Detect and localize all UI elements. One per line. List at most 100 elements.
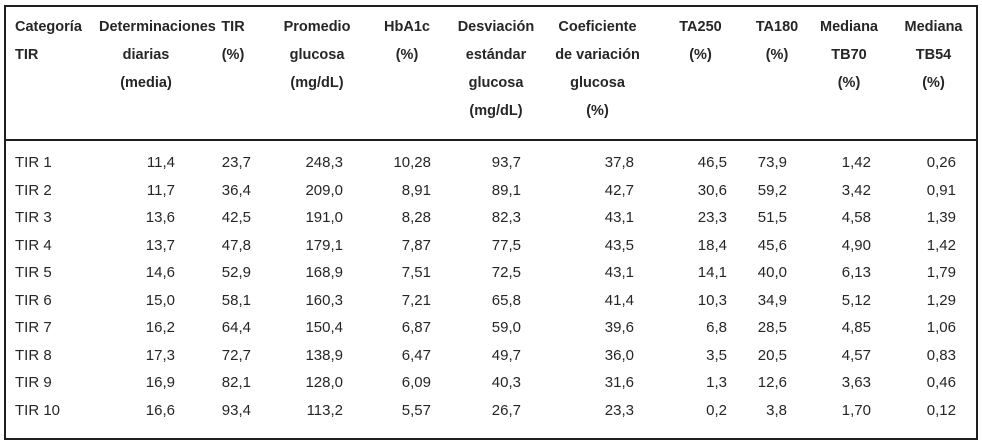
- table-row: TIR 10 16,6 93,4 113,2 5,57 26,7 23,3 0,2 3,8 1,7…: [5, 397, 977, 440]
- column-header-mediana-tb70: Mediana TB70 (%): [819, 19, 878, 91]
- row-category-label: TIR 5: [15, 264, 52, 281]
- row-category-label: TIR 8: [15, 346, 52, 364]
- table-row: TIR 1 11,4 23,7 248,3 10,28 93,7 37,8 46,5 73,9 1…: [5, 140, 977, 177]
- row-category-label: TIR 2: [15, 181, 52, 199]
- cell-mediana-tb54: 0,12: [926, 401, 956, 419]
- column-header-tir-pct: TIR (%): [221, 19, 245, 63]
- cell-desviacion-estandar: 26,7: [491, 401, 521, 419]
- cell-determinaciones-diarias: 14,6: [145, 264, 175, 281]
- cell-mediana-tb70: 5,12: [841, 291, 871, 309]
- cell-determinaciones-diarias: 17,3: [145, 346, 175, 364]
- cell-ta180: 73,9: [757, 154, 787, 171]
- cell-determinaciones-diarias: 11,4: [146, 154, 175, 171]
- cell-desviacion-estandar: 59,0: [491, 319, 521, 336]
- cell-determinaciones-diarias: 11,7: [146, 181, 175, 199]
- cell-tir-pct: 36,4: [221, 181, 251, 199]
- cell-promedio-glucosa: 191,0: [305, 209, 343, 226]
- cell-tir-pct: 58,1: [221, 291, 251, 309]
- cell-tir-pct: 23,7: [221, 154, 251, 171]
- cell-ta180: 51,5: [757, 209, 787, 226]
- cell-hba1c: 10,28: [393, 154, 431, 171]
- cell-ta250: 3,5: [706, 346, 727, 364]
- cell-tir-pct: 52,9: [221, 264, 251, 281]
- cell-ta250: 46,5: [697, 154, 727, 171]
- cell-mediana-tb54: 0,83: [926, 346, 956, 364]
- cell-desviacion-estandar: 72,5: [491, 264, 521, 281]
- cell-mediana-tb54: 0,26: [926, 154, 956, 171]
- cell-mediana-tb54: 1,39: [926, 209, 956, 226]
- column-header-ta180: TA180 (%): [755, 19, 799, 63]
- cell-ta250: 0,2: [706, 401, 727, 419]
- cell-coeficiente-variacion: 43,5: [604, 236, 634, 254]
- cell-hba1c: 8,28: [401, 209, 431, 226]
- cell-ta180: 3,8: [766, 401, 787, 419]
- cell-determinaciones-diarias: 16,6: [145, 401, 175, 419]
- cell-promedio-glucosa: 160,3: [305, 291, 343, 309]
- cell-promedio-glucosa: 168,9: [305, 264, 343, 281]
- cell-ta180: 59,2: [757, 181, 787, 199]
- cell-coeficiente-variacion: 43,1: [604, 209, 634, 226]
- column-header-ta250: TA250 (%): [679, 19, 722, 63]
- cell-coeficiente-variacion: 31,6: [604, 374, 634, 391]
- cell-promedio-glucosa: 138,9: [305, 346, 343, 364]
- table-header-row: Categoría TIR Determinaciones diarias (media…: [5, 6, 977, 140]
- row-category-label: TIR 1: [15, 154, 52, 171]
- table-row: TIR 6 15,0 58,1 160,3 7,21 65,8 41,4 10,3 34,9 5,…: [5, 287, 977, 315]
- cell-tir-pct: 64,4: [221, 319, 251, 336]
- table-row: TIR 9 16,9 82,1 128,0 6,09 40,3 31,6 1,3 12,6 3,6…: [5, 369, 977, 397]
- cell-mediana-tb54: 1,06: [926, 319, 956, 336]
- cell-hba1c: 5,57: [401, 401, 431, 419]
- cell-desviacion-estandar: 93,7: [491, 154, 521, 171]
- cell-desviacion-estandar: 40,3: [491, 374, 521, 391]
- cell-hba1c: 8,91: [401, 181, 431, 199]
- cell-desviacion-estandar: 49,7: [491, 346, 521, 364]
- row-category-label: TIR 10: [15, 401, 61, 419]
- cell-promedio-glucosa: 128,0: [305, 374, 343, 391]
- cell-coeficiente-variacion: 43,1: [604, 264, 634, 281]
- column-header-promedio-glucosa: Promedio glucosa (mg/dL): [283, 19, 351, 91]
- column-header-determinaciones-diarias: Determinaciones diarias (media): [99, 19, 216, 91]
- cell-promedio-glucosa: 113,2: [306, 401, 343, 419]
- table-row: TIR 4 13,7 47,8 179,1 7,87 77,5 43,5 18,4 45,6 4,…: [5, 232, 977, 260]
- cell-mediana-tb70: 4,90: [841, 236, 871, 254]
- column-header-hba1c: HbA1c (%): [384, 19, 430, 63]
- cell-desviacion-estandar: 65,8: [491, 291, 521, 309]
- cell-tir-pct: 42,5: [221, 209, 251, 226]
- cell-mediana-tb54: 1,42: [926, 236, 956, 254]
- cell-tir-pct: 47,8: [221, 236, 251, 254]
- cell-coeficiente-variacion: 42,7: [604, 181, 634, 199]
- cell-tir-pct: 93,4: [221, 401, 251, 419]
- cell-hba1c: 6,09: [401, 374, 431, 391]
- cell-mediana-tb54: 1,79: [926, 264, 956, 281]
- column-header-coeficiente-variacion: Coeficiente de variación glucosa (%): [555, 19, 640, 119]
- table-header: Categoría TIR Determinaciones diarias (media…: [5, 6, 977, 140]
- cell-hba1c: 6,87: [401, 319, 431, 336]
- table-body: TIR 1 11,4 23,7 248,3 10,28 93,7 37,8 46,5 73,9 1…: [5, 140, 977, 439]
- cell-ta180: 34,9: [757, 291, 787, 309]
- cell-promedio-glucosa: 179,1: [305, 236, 343, 254]
- cell-ta250: 1,3: [706, 374, 727, 391]
- cell-determinaciones-diarias: 13,7: [145, 236, 175, 254]
- cell-mediana-tb54: 0,46: [926, 374, 956, 391]
- cell-determinaciones-diarias: 15,0: [145, 291, 175, 309]
- cell-mediana-tb70: 4,57: [841, 346, 871, 364]
- cell-coeficiente-variacion: 41,4: [604, 291, 634, 309]
- cell-coeficiente-variacion: 39,6: [604, 319, 634, 336]
- cell-hba1c: 6,47: [401, 346, 431, 364]
- column-header-categoria-tir: Categoría TIR: [15, 19, 82, 63]
- row-category-label: TIR 4: [15, 236, 52, 254]
- cell-desviacion-estandar: 77,5: [491, 236, 521, 254]
- cell-ta250: 6,8: [706, 319, 727, 336]
- cell-determinaciones-diarias: 16,9: [145, 374, 175, 391]
- row-category-label: TIR 7: [15, 319, 52, 336]
- cell-mediana-tb70: 6,13: [841, 264, 871, 281]
- row-category-label: TIR 3: [15, 209, 52, 226]
- cell-desviacion-estandar: 82,3: [491, 209, 521, 226]
- cell-coeficiente-variacion: 23,3: [604, 401, 634, 419]
- cell-ta180: 45,6: [757, 236, 787, 254]
- cell-mediana-tb70: 3,42: [841, 181, 871, 199]
- table-row: TIR 7 16,2 64,4 150,4 6,87 59,0 39,6 6,8 28,5 4,8…: [5, 314, 977, 342]
- row-category-label: TIR 9: [15, 374, 52, 391]
- cell-mediana-tb70: 4,85: [841, 319, 871, 336]
